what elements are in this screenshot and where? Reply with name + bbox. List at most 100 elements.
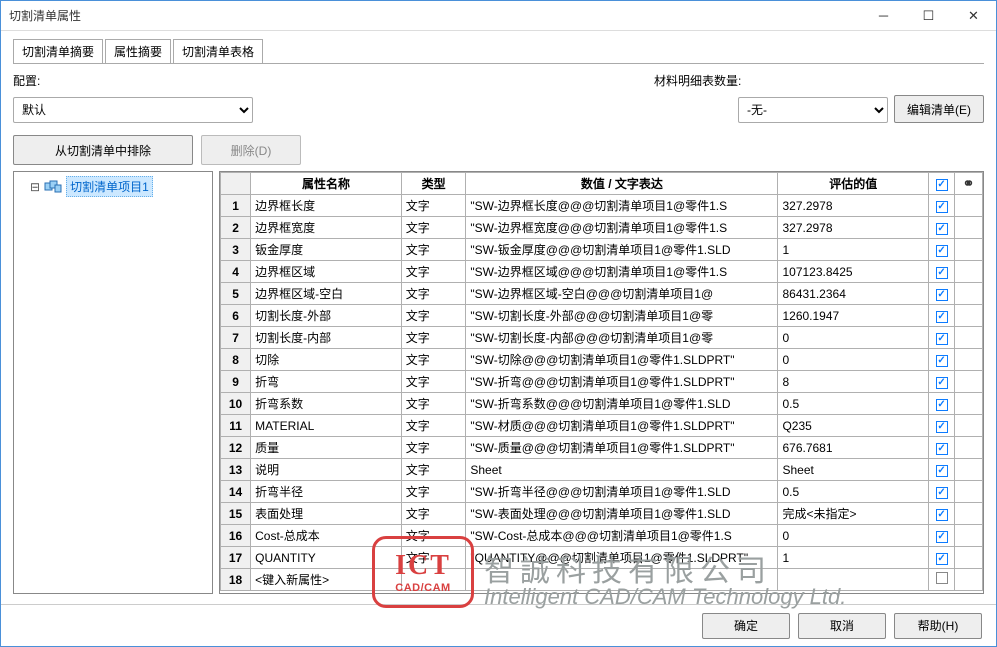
table-row[interactable]: 14折弯半径文字"SW-折弯半径@@@切割清单项目1@零件1.SLD0.5✓ — [221, 481, 983, 503]
cell-link[interactable] — [954, 437, 982, 459]
cell-type[interactable]: 文字 — [401, 393, 466, 415]
cell-type[interactable]: 文字 — [401, 327, 466, 349]
table-row[interactable]: 7切割长度-内部文字"SW-切割长度-内部@@@切割清单项目1@零0✓ — [221, 327, 983, 349]
cell-check[interactable]: ✓ — [929, 547, 955, 569]
cell-link[interactable] — [954, 525, 982, 547]
table-row[interactable]: 9折弯文字"SW-折弯@@@切割清单项目1@零件1.SLDPRT"8✓ — [221, 371, 983, 393]
cell-check[interactable] — [929, 569, 955, 591]
cell-link[interactable] — [954, 415, 982, 437]
cell-link[interactable] — [954, 371, 982, 393]
tab-summary[interactable]: 切割清单摘要 — [13, 39, 103, 64]
cell-name[interactable]: 切割长度-外部 — [251, 305, 402, 327]
cell-check[interactable]: ✓ — [929, 327, 955, 349]
cell-expr[interactable]: "SW-材质@@@切割清单项目1@零件1.SLDPRT" — [466, 415, 778, 437]
cell-check[interactable]: ✓ — [929, 437, 955, 459]
cell-link[interactable] — [954, 283, 982, 305]
cell-expr[interactable]: "SW-表面处理@@@切割清单项目1@零件1.SLD — [466, 503, 778, 525]
cell-val[interactable]: Q235 — [778, 415, 929, 437]
cell-type[interactable]: 文字 — [401, 283, 466, 305]
cell-val[interactable]: 完成<未指定> — [778, 503, 929, 525]
cell-link[interactable] — [954, 305, 982, 327]
cell-type[interactable]: 文字 — [401, 459, 466, 481]
help-button[interactable]: 帮助(H) — [894, 613, 982, 639]
cell-name[interactable]: MATERIAL — [251, 415, 402, 437]
cell-expr[interactable]: "SW-边界框区域-空白@@@切割清单项目1@ — [466, 283, 778, 305]
cell-type[interactable]: 文字 — [401, 525, 466, 547]
cell-expr[interactable]: "SW-切割长度-外部@@@切割清单项目1@零 — [466, 305, 778, 327]
cell-check[interactable]: ✓ — [929, 217, 955, 239]
table-row[interactable]: 15表面处理文字"SW-表面处理@@@切割清单项目1@零件1.SLD完成<未指定… — [221, 503, 983, 525]
cell-type[interactable]: 文字 — [401, 437, 466, 459]
cell-expr[interactable]: "SW-折弯@@@切割清单项目1@零件1.SLDPRT" — [466, 371, 778, 393]
cell-type[interactable]: 文字 — [401, 415, 466, 437]
cell-link[interactable] — [954, 327, 982, 349]
cell-val[interactable]: 0 — [778, 349, 929, 371]
col-header-link[interactable]: ⚭ — [954, 173, 982, 195]
tab-prop-summary[interactable]: 属性摘要 — [105, 39, 171, 64]
table-row[interactable]: 6切割长度-外部文字"SW-切割长度-外部@@@切割清单项目1@零1260.19… — [221, 305, 983, 327]
table-row[interactable]: 17QUANTITY文字"QUANTITY@@@切割清单项目1@零件1.SLDP… — [221, 547, 983, 569]
col-header-type[interactable]: 类型 — [401, 173, 466, 195]
cell-link[interactable] — [954, 503, 982, 525]
cell-name[interactable]: 折弯系数 — [251, 393, 402, 415]
cell-name[interactable]: 边界框区域-空白 — [251, 283, 402, 305]
cell-check[interactable]: ✓ — [929, 481, 955, 503]
cell-name[interactable]: 切除 — [251, 349, 402, 371]
cell-check[interactable]: ✓ — [929, 525, 955, 547]
cell-check[interactable]: ✓ — [929, 371, 955, 393]
table-row[interactable]: 5边界框区域-空白文字"SW-边界框区域-空白@@@切割清单项目1@86431.… — [221, 283, 983, 305]
config-select[interactable]: 默认 — [13, 97, 253, 123]
cell-name[interactable]: 折弯半径 — [251, 481, 402, 503]
col-header-rownum[interactable] — [221, 173, 251, 195]
col-header-val[interactable]: 评估的值 — [778, 173, 929, 195]
tree-item-cutlist1[interactable]: ⊟ 切割清单项目1 — [18, 176, 208, 197]
cell-link[interactable] — [954, 481, 982, 503]
table-row[interactable]: 8切除文字"SW-切除@@@切割清单项目1@零件1.SLDPRT"0✓ — [221, 349, 983, 371]
cell-link[interactable] — [954, 393, 982, 415]
cell-val[interactable]: 0.5 — [778, 481, 929, 503]
cell-name[interactable]: 说明 — [251, 459, 402, 481]
cell-expr[interactable]: "SW-Cost-总成本@@@切割清单项目1@零件1.S — [466, 525, 778, 547]
maximize-button[interactable]: ☐ — [906, 1, 951, 30]
table-row[interactable]: 3钣金厚度文字"SW-钣金厚度@@@切割清单项目1@零件1.SLD1✓ — [221, 239, 983, 261]
cell-expr[interactable]: "SW-折弯半径@@@切割清单项目1@零件1.SLD — [466, 481, 778, 503]
cell-val[interactable]: 327.2978 — [778, 195, 929, 217]
cell-check[interactable]: ✓ — [929, 305, 955, 327]
cell-link[interactable] — [954, 217, 982, 239]
material-select[interactable]: -无- — [738, 97, 888, 123]
cell-val[interactable]: 0.5 — [778, 393, 929, 415]
col-header-name[interactable]: 属性名称 — [251, 173, 402, 195]
cell-name[interactable]: QUANTITY — [251, 547, 402, 569]
cell-val[interactable]: 86431.2364 — [778, 283, 929, 305]
cell-expr[interactable]: "SW-钣金厚度@@@切割清单项目1@零件1.SLD — [466, 239, 778, 261]
exclude-button[interactable]: 从切割清单中排除 — [13, 135, 193, 165]
delete-button[interactable]: 删除(D) — [201, 135, 301, 165]
cell-type[interactable]: 文字 — [401, 239, 466, 261]
cell-val[interactable]: 676.7681 — [778, 437, 929, 459]
cell-link[interactable] — [954, 547, 982, 569]
cell-type[interactable]: 文字 — [401, 547, 466, 569]
table-row[interactable]: 12质量文字"SW-质量@@@切割清单项目1@零件1.SLDPRT"676.76… — [221, 437, 983, 459]
edit-list-button[interactable]: 编辑清单(E) — [894, 95, 984, 123]
table-row[interactable]: 4边界框区域文字"SW-边界框区域@@@切割清单项目1@零件1.S107123.… — [221, 261, 983, 283]
cell-name[interactable]: 边界框区域 — [251, 261, 402, 283]
cell-type[interactable]: 文字 — [401, 195, 466, 217]
cell-expr[interactable]: "SW-质量@@@切割清单项目1@零件1.SLDPRT" — [466, 437, 778, 459]
cell-link[interactable] — [954, 195, 982, 217]
cell-check[interactable]: ✓ — [929, 503, 955, 525]
tab-table[interactable]: 切割清单表格 — [173, 39, 263, 64]
cell-check[interactable]: ✓ — [929, 415, 955, 437]
cell-expr[interactable]: Sheet — [466, 459, 778, 481]
cell-expr[interactable]: "SW-边界框长度@@@切割清单项目1@零件1.S — [466, 195, 778, 217]
cell-check[interactable]: ✓ — [929, 239, 955, 261]
cell-check[interactable]: ✓ — [929, 283, 955, 305]
cell-name[interactable]: 切割长度-内部 — [251, 327, 402, 349]
cell-val[interactable]: 1 — [778, 239, 929, 261]
cell-val[interactable]: Sheet — [778, 459, 929, 481]
cell-expr[interactable]: "SW-边界框区域@@@切割清单项目1@零件1.S — [466, 261, 778, 283]
cell-val[interactable]: 0 — [778, 327, 929, 349]
minimize-button[interactable]: ─ — [861, 1, 906, 30]
cell-type[interactable]: 文字 — [401, 217, 466, 239]
cell-expr[interactable] — [466, 569, 778, 591]
cell-name[interactable]: 表面处理 — [251, 503, 402, 525]
